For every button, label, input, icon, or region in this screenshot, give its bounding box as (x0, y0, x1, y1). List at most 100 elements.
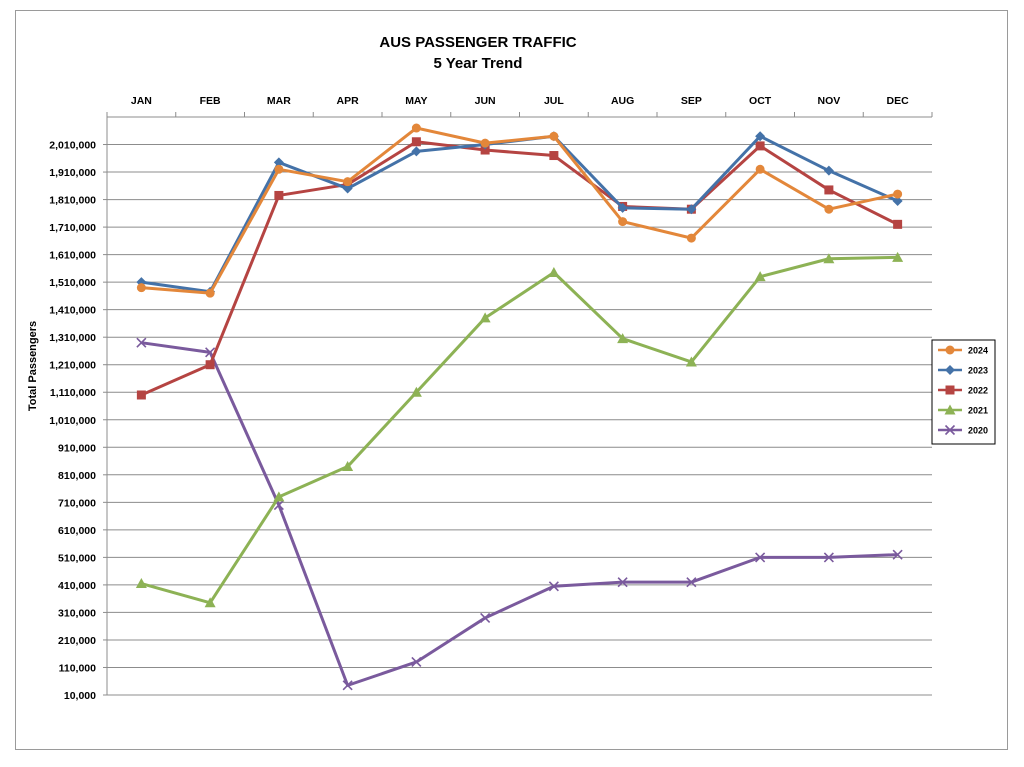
data-point (135, 578, 147, 589)
data-point (893, 189, 903, 199)
x-axis: JAN FEB MAR APR MAY JUN JUL AUG SEP OCT NOV DEC (106, 95, 933, 117)
y-tick-label: 1,510,000 (49, 277, 96, 289)
data-point (824, 185, 834, 195)
legend-label: 2021 (968, 406, 988, 416)
data-point (205, 288, 215, 298)
x-tick-label: FEB (200, 95, 221, 107)
data-point (136, 390, 146, 400)
series-line-2020 (141, 341, 898, 687)
legend: 2024 2023 2022 2021 2020 (931, 339, 996, 445)
data-point (342, 680, 353, 691)
data-point (755, 552, 766, 563)
legend-marker (944, 404, 956, 415)
data-point (549, 151, 559, 161)
data-point (892, 549, 903, 560)
legend-marker (944, 424, 956, 436)
legend-item-2021: 2021 (938, 404, 988, 416)
legend-label: 2024 (968, 346, 988, 356)
legend-item-2022: 2022 (938, 385, 988, 396)
y-tick-label: 910,000 (58, 442, 96, 454)
data-point (754, 271, 766, 282)
series-group (135, 123, 904, 691)
x-tick-label: AUG (611, 95, 634, 107)
series-2024 (136, 123, 903, 298)
legend-box (931, 339, 996, 445)
data-point (342, 461, 354, 472)
legend-item-2024: 2024 (938, 345, 988, 356)
data-point (823, 253, 835, 264)
x-tick-label: SEP (681, 95, 702, 107)
x-tick-label: JUL (544, 95, 564, 107)
x-tick-label: MAR (267, 95, 291, 107)
x-tick-label: JAN (131, 95, 152, 107)
data-point (548, 267, 560, 278)
data-point (755, 141, 765, 151)
data-point (411, 146, 422, 157)
y-tick-label: 210,000 (58, 635, 96, 647)
data-point (823, 552, 834, 563)
x-tick-label: APR (337, 95, 360, 107)
data-point (342, 183, 353, 194)
series-line-2021 (140, 255, 898, 605)
x-tick-label: NOV (817, 95, 840, 107)
legend-marker (945, 385, 955, 395)
data-point (274, 190, 284, 200)
data-point (273, 491, 285, 502)
legend-item-2020: 2020 (938, 424, 988, 436)
y-axis: 10,000 110,000 210,000 310,000 410,000 510,00… (49, 117, 108, 702)
data-point (755, 131, 766, 142)
data-point (892, 251, 904, 262)
data-point (618, 217, 628, 227)
series-line-2022 (140, 140, 899, 397)
legend-marker (945, 365, 955, 375)
legend-label: 2023 (968, 366, 988, 376)
data-point (204, 597, 216, 608)
data-point (686, 233, 696, 243)
legend-marker (945, 345, 955, 355)
data-point (411, 123, 421, 133)
y-tick-label: 1,110,000 (50, 387, 96, 399)
data-point (136, 283, 146, 293)
chart-subtitle: 5 Year Trend (434, 55, 523, 72)
data-point (617, 333, 629, 344)
y-tick-label: 1,710,000 (49, 222, 96, 234)
x-tick-label: OCT (749, 95, 772, 107)
data-point (686, 204, 697, 215)
data-point (479, 312, 491, 323)
data-point (480, 612, 491, 623)
x-tick-label: MAY (405, 95, 427, 107)
x-tick-label: JUN (475, 95, 496, 107)
y-tick-label: 1,210,000 (49, 360, 96, 372)
chart-title: AUS PASSENGER TRAFFIC (379, 34, 576, 51)
data-point (892, 195, 903, 206)
data-point (480, 138, 490, 148)
data-point (136, 337, 147, 348)
data-point (824, 204, 834, 214)
data-point (893, 219, 903, 229)
legend-item-2023: 2023 (938, 365, 988, 376)
gridlines (107, 116, 932, 696)
legend-label: 2022 (968, 386, 988, 396)
data-point (548, 581, 559, 592)
data-point (205, 360, 215, 370)
data-point (755, 164, 765, 174)
y-tick-label: 2,010,000 (49, 140, 96, 152)
data-point (823, 165, 834, 176)
series-2023 (136, 131, 903, 297)
y-tick-label: 1,810,000 (49, 195, 96, 207)
y-tick-label: 1,010,000 (49, 415, 96, 427)
data-point (411, 137, 421, 147)
y-tick-label: 610,000 (58, 525, 96, 537)
data-point (410, 386, 422, 397)
data-point (617, 577, 628, 588)
data-point (685, 356, 697, 367)
series-2021 (135, 251, 904, 608)
y-tick-label: 510,000 (58, 552, 96, 564)
y-tick-label: 810,000 (58, 470, 96, 482)
y-tick-label: 10,000 (64, 690, 96, 702)
data-point (411, 656, 422, 668)
y-tick-label: 1,410,000 (49, 305, 96, 317)
y-tick-label: 110,000 (59, 662, 97, 674)
x-tick-label: DEC (887, 95, 910, 107)
